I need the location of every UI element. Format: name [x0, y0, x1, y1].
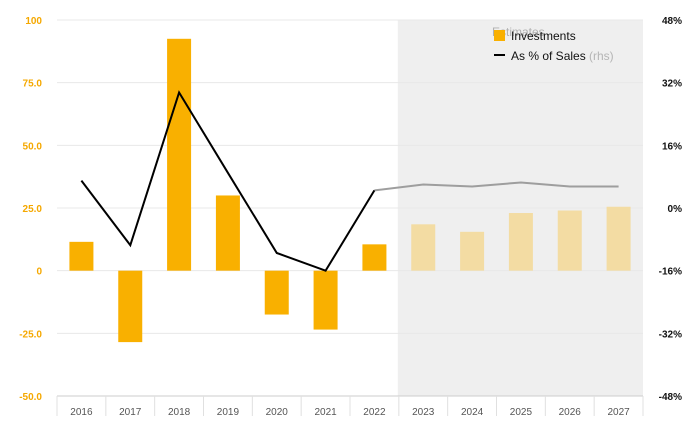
legend-rhs-suffix: (rhs): [589, 49, 614, 63]
x-axis-tick-label: 2022: [363, 407, 386, 418]
investment-bar-estimate: [508, 213, 533, 271]
x-axis-tick-label: 2026: [559, 407, 582, 418]
sales-pct-line-estimate: [374, 181, 619, 192]
x-axis-tick-label: 2019: [217, 407, 240, 418]
left-axis-tick-label: 100: [25, 16, 42, 27]
estimates-band-label: Estimates: [492, 25, 545, 39]
x-axis-tick-label: 2024: [461, 407, 484, 418]
right-axis-tick-label: -32%: [659, 329, 682, 340]
right-axis-tick-label: 48%: [662, 16, 682, 27]
x-axis-tick-label: 2017: [119, 407, 142, 418]
x-axis-tick-label: 2027: [607, 407, 630, 418]
x-axis-tick-label: 2025: [510, 407, 533, 418]
legend-sales-pct-label: As % of Sales: [511, 49, 586, 63]
right-axis-tick-label: 0%: [668, 204, 683, 215]
investment-bar: [362, 244, 387, 271]
investment-bar: [167, 38, 192, 271]
left-axis-tick-label: 75.0: [23, 79, 43, 90]
left-axis-tick-label: 25.0: [23, 204, 43, 215]
x-axis-tick-label: 2016: [70, 407, 93, 418]
investment-bar: [313, 270, 338, 330]
legend-investments-swatch: [494, 30, 505, 41]
left-axis-tick-label: 50.0: [23, 141, 43, 152]
sales-pct-line: [80, 90, 376, 272]
investment-bar: [264, 270, 289, 315]
investment-bar: [215, 195, 240, 271]
left-axis-tick-label: 0: [36, 267, 42, 278]
investment-bar-estimate: [460, 231, 485, 271]
x-axis-tick-label: 2023: [412, 407, 435, 418]
investment-bar-estimate: [557, 210, 582, 271]
x-axis-tick-label: 2020: [266, 407, 289, 418]
investment-bar-estimate: [411, 224, 436, 271]
right-axis-tick-label: 32%: [662, 79, 682, 90]
x-axis-tick-label: 2021: [314, 407, 337, 418]
legend-investments-label: Investments: [511, 29, 576, 43]
investment-bar-estimate: [606, 206, 631, 271]
investment-bar: [69, 241, 94, 271]
right-axis-tick-label: -16%: [659, 267, 682, 278]
investment-bar: [118, 270, 143, 343]
left-axis-tick-label: -25.0: [19, 329, 42, 340]
right-axis-tick-label: 16%: [662, 141, 682, 152]
left-axis-tick-label: -50.0: [19, 392, 42, 403]
x-axis-tick-label: 2018: [168, 407, 191, 418]
right-axis-tick-label: -48%: [659, 392, 682, 403]
